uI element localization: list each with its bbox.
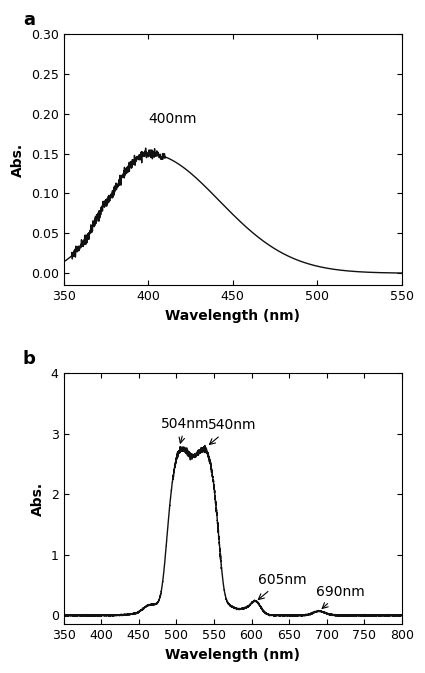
Text: 540nm: 540nm bbox=[208, 419, 256, 444]
Y-axis label: Abs.: Abs. bbox=[11, 143, 25, 176]
Text: 400nm: 400nm bbox=[148, 112, 197, 126]
Text: 605nm: 605nm bbox=[258, 573, 306, 600]
Text: 504nm: 504nm bbox=[161, 417, 210, 443]
Y-axis label: Abs.: Abs. bbox=[31, 482, 45, 516]
X-axis label: Wavelength (nm): Wavelength (nm) bbox=[165, 309, 300, 322]
Text: b: b bbox=[23, 350, 36, 368]
Text: 690nm: 690nm bbox=[316, 585, 365, 608]
Text: a: a bbox=[23, 11, 35, 29]
X-axis label: Wavelength (nm): Wavelength (nm) bbox=[165, 648, 300, 662]
